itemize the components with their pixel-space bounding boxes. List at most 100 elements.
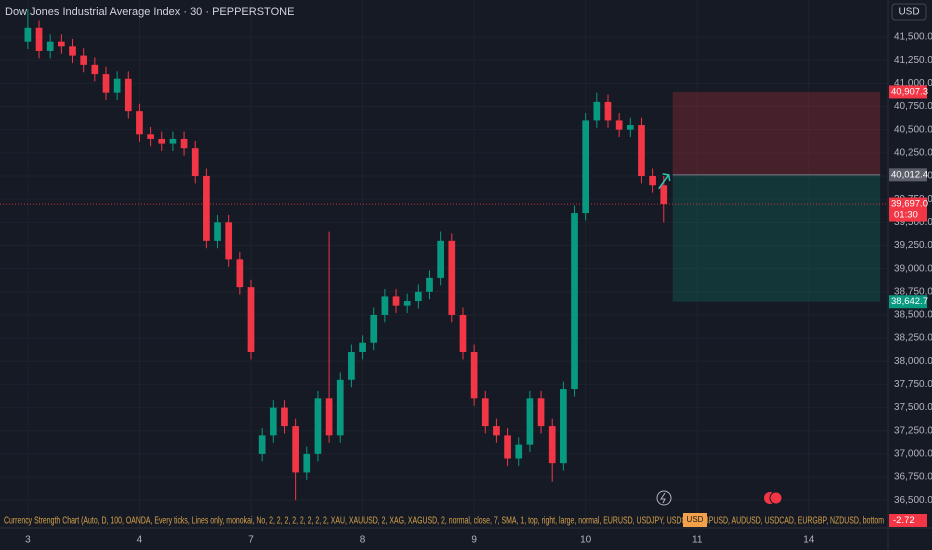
candle-body: [191, 148, 199, 176]
y-tick-label: 37,250.0: [894, 425, 932, 436]
candle-body: [24, 27, 32, 42]
candle-body: [548, 426, 556, 464]
candle-body: [225, 222, 233, 260]
y-tick-label: 41,000.0: [894, 78, 932, 89]
candle-body: [526, 398, 534, 445]
y-tick-label: 36,500.0: [894, 495, 932, 506]
candle-body: [593, 101, 601, 121]
candle-body: [102, 74, 110, 93]
candle-body: [448, 240, 456, 315]
y-tick-label: 40,500.0: [894, 124, 932, 135]
entry-badge: [889, 168, 927, 182]
y-tick-label: 38,500.0: [894, 310, 932, 321]
candle-body: [359, 342, 366, 352]
candle-body: [336, 379, 344, 436]
candle-body: [124, 78, 132, 112]
candle-body: [381, 296, 389, 315]
candle-body: [136, 111, 143, 135]
indicator-tag-bg: [683, 513, 707, 527]
stop-zone: [672, 91, 881, 175]
x-tick-label: 11: [692, 535, 703, 546]
target-zone: [672, 174, 881, 302]
candle-body: [481, 398, 489, 427]
candle-body: [370, 314, 378, 343]
candle-body: [348, 352, 355, 380]
event-icon[interactable]: [769, 491, 783, 505]
flash-glyph: [660, 492, 666, 504]
x-tick-label: 9: [471, 535, 477, 546]
candle-body: [69, 46, 76, 56]
candles: [24, 9, 671, 501]
candle-body: [147, 134, 154, 139]
candle-body: [493, 426, 500, 436]
candle-body: [515, 444, 523, 459]
candle-body: [236, 259, 244, 288]
countdown: 01:30: [894, 210, 918, 221]
candle-body: [314, 398, 322, 454]
y-tick-label: 37,750.0: [894, 379, 932, 390]
indicator-value-badge: [889, 514, 927, 527]
candle-body: [203, 176, 210, 241]
y-tick-label: 37,500.0: [894, 402, 932, 413]
candle-body: [91, 64, 99, 75]
y-tick-label: 41,250.0: [894, 55, 932, 66]
candle-body: [615, 120, 623, 130]
candle-body: [180, 138, 188, 149]
y-tick-label: 36,750.0: [894, 472, 932, 483]
y-tick-label: 39,250.0: [894, 240, 932, 251]
candle-body: [80, 55, 88, 65]
currency-label: USD: [898, 7, 919, 18]
y-tick-label: 38,750.0: [894, 286, 932, 297]
y-tick-label: 39,500.0: [894, 217, 932, 228]
flash-icon[interactable]: [656, 490, 672, 506]
candle-body: [660, 185, 668, 205]
position-tool: [0, 91, 888, 302]
candle-body: [169, 138, 177, 144]
currency-button[interactable]: [891, 3, 927, 21]
candle-body: [649, 176, 656, 186]
x-tick-label: 8: [360, 535, 366, 546]
x-tick-label: 4: [137, 535, 143, 546]
candle-body: [303, 453, 311, 473]
candle-body: [626, 125, 634, 130]
candle-body: [426, 277, 433, 292]
candle-body: [113, 78, 121, 93]
target-label: 38,642.7: [891, 296, 928, 307]
candle-body: [46, 41, 54, 51]
x-tick-label: 14: [803, 535, 815, 546]
candle-body: [35, 27, 43, 51]
candle-body: [537, 398, 545, 427]
candle-body: [571, 213, 578, 390]
y-tick-label: 41,500.0: [894, 32, 932, 43]
last-price-label: 39,697.0: [891, 199, 928, 210]
entry-label: 40,012.4: [891, 169, 928, 180]
y-tick-label: 38,000.0: [894, 356, 932, 367]
candle-body: [504, 435, 511, 459]
indicator-tag: USD: [687, 515, 704, 524]
x-tick-label: 7: [248, 535, 254, 546]
indicator-legend: Currency Strength Chart (Auto, D, 100, O…: [4, 516, 884, 527]
y-tick-label: 39,000.0: [894, 263, 932, 274]
y-tick-label: 37,000.0: [894, 449, 932, 460]
target-badge: [889, 295, 927, 309]
chart-title: Dow Jones Industrial Average Index · 30 …: [5, 6, 294, 18]
candle-body: [258, 435, 266, 454]
x-tick-label: 3: [25, 535, 31, 546]
candle-body: [214, 222, 221, 241]
axes: 36,500.0 36,750.0 37,000.0 37,250.0 37,500.0…: [4, 32, 932, 546]
candle-body: [158, 138, 166, 144]
last-price-badge: [889, 197, 927, 222]
stop-label: 40,907.3: [891, 86, 928, 97]
candle-body: [325, 398, 333, 436]
candle-body: [58, 41, 65, 47]
candle-body: [281, 407, 288, 427]
candle-body: [269, 407, 277, 436]
candle-body: [459, 314, 467, 352]
y-tick-label: 40,750.0: [894, 101, 932, 112]
entry-arrow: [658, 173, 671, 190]
x-tick-label: 10: [580, 535, 592, 546]
candle-body: [437, 240, 444, 278]
candle-body: [582, 120, 590, 214]
